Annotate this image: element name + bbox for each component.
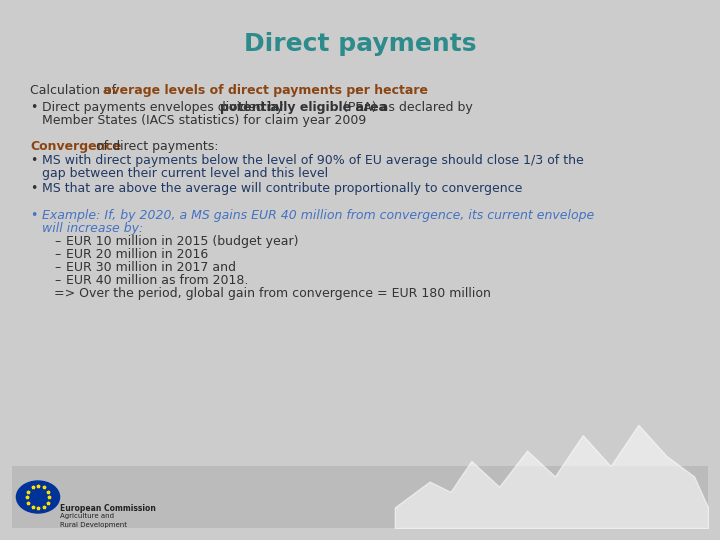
Text: => Over the period, global gain from convergence = EUR 180 million: => Over the period, global gain from con… (54, 287, 491, 300)
Text: will increase by:: will increase by: (42, 222, 143, 235)
Text: average levels of direct payments per hectare: average levels of direct payments per he… (103, 84, 428, 97)
Text: –: – (54, 248, 60, 261)
Text: EUR 40 million as from 2018.: EUR 40 million as from 2018. (66, 274, 248, 287)
Text: –: – (54, 274, 60, 287)
Text: –: – (54, 235, 60, 248)
Text: EUR 30 million in 2017 and: EUR 30 million in 2017 and (66, 261, 236, 274)
Text: European Commission: European Commission (60, 504, 156, 513)
Text: –: – (54, 261, 60, 274)
Text: :: : (355, 84, 359, 97)
Text: •: • (30, 101, 37, 114)
Text: Convergence: Convergence (30, 140, 122, 153)
Text: Direct payments envelopes divided by: Direct payments envelopes divided by (42, 101, 287, 114)
Text: Agriculture and: Agriculture and (60, 513, 114, 519)
Circle shape (17, 481, 60, 513)
Text: •: • (30, 154, 37, 167)
Text: Example: If, by 2020, a MS gains EUR 40 million from convergence, its current en: Example: If, by 2020, a MS gains EUR 40 … (42, 209, 594, 222)
Text: Direct payments: Direct payments (244, 32, 476, 56)
Text: gap between their current level and this level: gap between their current level and this… (42, 167, 328, 180)
Text: potentially eligible area: potentially eligible area (220, 101, 387, 114)
Text: MS that are above the average will contribute proportionally to convergence: MS that are above the average will contr… (42, 182, 523, 195)
Text: of direct payments:: of direct payments: (92, 140, 218, 153)
Text: MS with direct payments below the level of 90% of EU average should close 1/3 of: MS with direct payments below the level … (42, 154, 584, 167)
Text: (PEA) as declared by: (PEA) as declared by (339, 101, 473, 114)
Text: Calculation of: Calculation of (30, 84, 120, 97)
Text: EUR 10 million in 2015 (budget year): EUR 10 million in 2015 (budget year) (66, 235, 299, 248)
Text: EUR 20 million in 2016: EUR 20 million in 2016 (66, 248, 208, 261)
Text: •: • (30, 209, 37, 222)
Bar (12, 466, 708, 528)
Text: •: • (30, 182, 37, 195)
Text: Member States (IACS statistics) for claim year 2009: Member States (IACS statistics) for clai… (42, 114, 366, 127)
Text: Rural Development: Rural Development (60, 522, 127, 528)
